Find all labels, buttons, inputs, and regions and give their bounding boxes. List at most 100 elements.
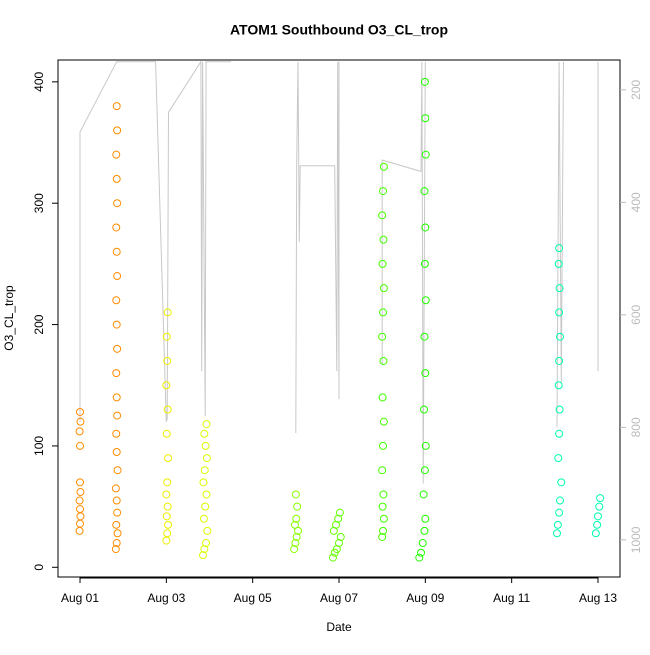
point xyxy=(379,308,388,317)
point xyxy=(162,512,171,521)
point xyxy=(290,545,299,554)
point xyxy=(113,508,122,517)
point xyxy=(76,478,85,487)
point xyxy=(202,490,211,499)
point xyxy=(112,174,121,183)
point xyxy=(113,272,122,281)
y-tick-label: 200 xyxy=(32,314,46,334)
y2-tick-label: 600 xyxy=(629,305,643,325)
point xyxy=(112,496,121,505)
point xyxy=(554,454,563,463)
y-tick-label: 0 xyxy=(32,564,46,571)
point xyxy=(378,532,387,541)
point xyxy=(379,187,388,196)
point xyxy=(202,539,211,548)
point xyxy=(555,284,564,293)
point xyxy=(164,454,173,463)
point xyxy=(552,529,561,538)
point xyxy=(112,320,121,329)
point xyxy=(420,259,429,268)
point xyxy=(162,381,171,390)
point xyxy=(557,478,566,487)
profile-line xyxy=(79,60,599,484)
point xyxy=(76,505,85,514)
point xyxy=(199,551,208,560)
x-tick-label: Aug 03 xyxy=(147,591,185,605)
point xyxy=(379,441,388,450)
point xyxy=(201,502,210,511)
point xyxy=(75,526,84,535)
point xyxy=(555,356,564,365)
y2-tick-label: 1000 xyxy=(629,526,643,553)
point xyxy=(591,529,600,538)
point xyxy=(162,332,171,341)
point xyxy=(113,126,122,135)
point xyxy=(378,259,387,268)
point xyxy=(379,514,388,523)
point xyxy=(112,369,121,378)
point xyxy=(421,514,430,523)
point xyxy=(378,393,387,402)
point xyxy=(75,427,84,436)
point xyxy=(554,259,563,268)
point xyxy=(113,411,122,420)
point xyxy=(420,466,429,475)
point xyxy=(378,332,387,341)
point xyxy=(200,466,209,475)
point xyxy=(421,150,430,159)
point xyxy=(163,478,172,487)
point xyxy=(76,441,85,450)
point xyxy=(418,539,427,548)
y-tick-label: 100 xyxy=(32,436,46,456)
point xyxy=(112,429,121,438)
point xyxy=(419,490,428,499)
point xyxy=(113,466,122,475)
point xyxy=(291,539,300,548)
point xyxy=(379,162,388,171)
point xyxy=(379,356,388,365)
point xyxy=(555,405,564,414)
x-tick-label: Aug 01 xyxy=(61,591,99,605)
point xyxy=(556,496,565,505)
point xyxy=(421,223,430,232)
x-tick-label: Aug 05 xyxy=(234,591,272,605)
point xyxy=(76,488,85,497)
point xyxy=(421,114,430,123)
point xyxy=(112,150,121,159)
point xyxy=(420,526,429,535)
y2-tick-label: 200 xyxy=(629,79,643,99)
point xyxy=(199,478,208,487)
point xyxy=(379,490,388,499)
point xyxy=(379,417,388,426)
point xyxy=(199,514,208,523)
point xyxy=(417,548,426,557)
point xyxy=(378,211,387,220)
point xyxy=(113,199,122,208)
point xyxy=(200,429,209,438)
point xyxy=(555,308,564,317)
point xyxy=(112,247,121,256)
point xyxy=(336,532,345,541)
point xyxy=(203,526,212,535)
point xyxy=(292,514,301,523)
point xyxy=(293,502,302,511)
point xyxy=(76,417,85,426)
point xyxy=(111,484,120,493)
point xyxy=(334,514,343,523)
point xyxy=(112,520,121,529)
point xyxy=(379,526,388,535)
point xyxy=(163,529,172,538)
point xyxy=(292,532,301,541)
point xyxy=(555,508,564,517)
point xyxy=(201,441,210,450)
point xyxy=(75,496,84,505)
point xyxy=(420,332,429,341)
x-tick-label: Aug 13 xyxy=(579,591,617,605)
point xyxy=(112,447,121,456)
point xyxy=(378,502,387,511)
point xyxy=(596,494,605,503)
point xyxy=(555,244,564,253)
point xyxy=(113,344,122,353)
point xyxy=(595,502,604,511)
